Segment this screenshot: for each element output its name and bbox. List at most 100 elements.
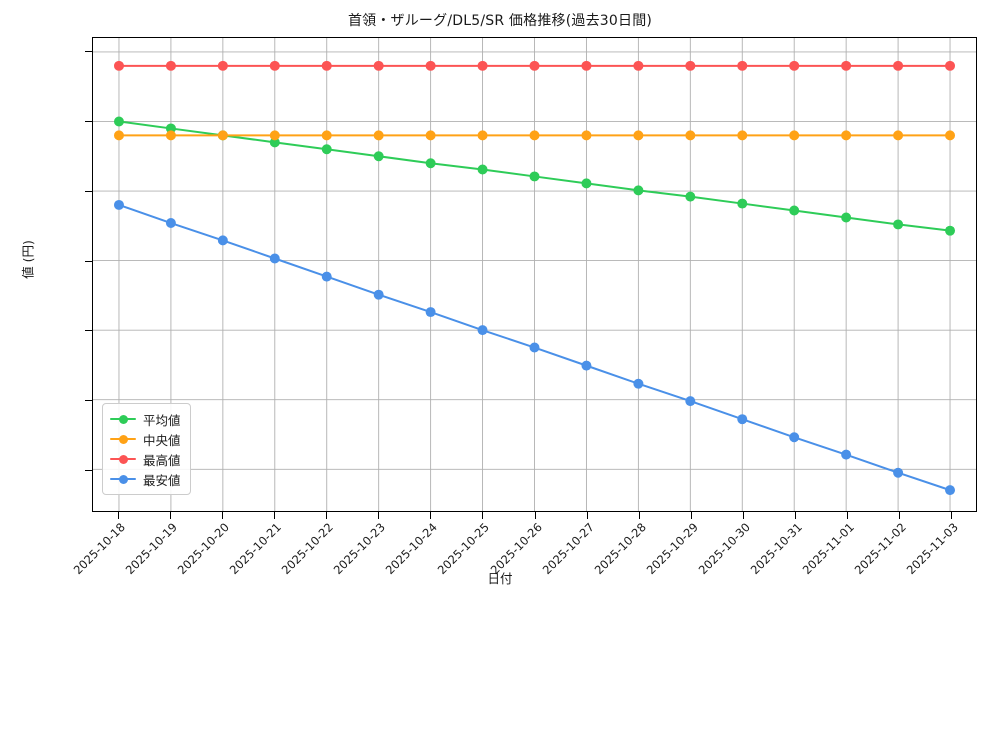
data-point-marker[interactable] — [165, 123, 176, 134]
y-axis-tick-mark — [85, 190, 92, 192]
data-point-marker[interactable] — [737, 130, 748, 141]
legend-swatch-icon — [110, 452, 136, 466]
data-point-marker[interactable] — [217, 235, 228, 246]
data-point-marker[interactable] — [425, 307, 436, 318]
data-point-marker[interactable] — [737, 60, 748, 71]
data-point-marker[interactable] — [789, 130, 800, 141]
data-point-marker[interactable] — [321, 60, 332, 71]
legend-item[interactable]: 中央値 — [110, 429, 181, 449]
data-point-marker[interactable] — [269, 137, 280, 148]
legend-item-label: 平均値 — [143, 412, 181, 428]
series-layer — [113, 60, 956, 496]
data-point-marker[interactable] — [893, 467, 904, 478]
legend-item[interactable]: 最安値 — [110, 469, 181, 489]
data-point-marker[interactable] — [737, 198, 748, 209]
data-point-marker[interactable] — [893, 60, 904, 71]
data-point-marker[interactable] — [789, 432, 800, 443]
data-point-marker[interactable] — [113, 60, 124, 71]
data-point-marker[interactable] — [425, 158, 436, 169]
data-point-marker[interactable] — [477, 60, 488, 71]
y-axis-tick-mark — [85, 400, 92, 402]
data-point-marker[interactable] — [633, 130, 644, 141]
data-point-marker[interactable] — [529, 130, 540, 141]
data-point-marker[interactable] — [893, 219, 904, 230]
data-point-marker[interactable] — [945, 60, 956, 71]
data-point-marker[interactable] — [321, 144, 332, 155]
data-point-marker[interactable] — [581, 360, 592, 371]
data-point-marker[interactable] — [685, 191, 696, 202]
legend-swatch-icon — [110, 412, 136, 426]
legend-item[interactable]: 最高値 — [110, 449, 181, 469]
x-axis-tick-mark — [638, 512, 640, 519]
x-axis-label: 日付 — [487, 571, 513, 586]
data-point-marker[interactable] — [841, 60, 852, 71]
data-point-marker[interactable] — [893, 130, 904, 141]
data-point-marker[interactable] — [685, 130, 696, 141]
data-point-marker[interactable] — [269, 60, 280, 71]
legend-swatch-icon — [110, 472, 136, 486]
data-point-marker[interactable] — [841, 212, 852, 223]
data-point-marker[interactable] — [685, 60, 696, 71]
data-point-marker[interactable] — [217, 60, 228, 71]
data-point-marker[interactable] — [581, 60, 592, 71]
x-axis-tick-mark — [690, 512, 692, 519]
data-point-marker[interactable] — [789, 205, 800, 216]
data-point-marker[interactable] — [581, 178, 592, 189]
legend-marker-icon — [119, 414, 128, 424]
data-point-marker[interactable] — [529, 342, 540, 353]
data-point-marker[interactable] — [373, 289, 384, 300]
legend-marker-icon — [119, 434, 128, 444]
data-point-marker[interactable] — [789, 60, 800, 71]
legend-item-label: 最安値 — [143, 472, 181, 488]
data-point-marker[interactable] — [477, 130, 488, 141]
data-point-marker[interactable] — [633, 185, 644, 196]
data-point-marker[interactable] — [321, 271, 332, 282]
data-point-marker[interactable] — [477, 325, 488, 336]
chart-title: 首領・ザルーグ/DL5/SR 価格推移(過去30日間) — [347, 13, 653, 29]
data-point-marker[interactable] — [373, 60, 384, 71]
data-point-marker[interactable] — [581, 130, 592, 141]
data-point-marker[interactable] — [529, 171, 540, 182]
data-point-marker[interactable] — [321, 130, 332, 141]
data-point-marker[interactable] — [477, 164, 488, 175]
data-point-marker[interactable] — [737, 414, 748, 425]
data-point-marker[interactable] — [165, 130, 176, 141]
x-axis-tick-mark — [846, 512, 848, 519]
data-point-marker[interactable] — [165, 60, 176, 71]
data-point-marker[interactable] — [165, 218, 176, 229]
x-axis-tick-mark — [378, 512, 380, 519]
data-point-marker[interactable] — [217, 130, 228, 141]
x-axis-tick-mark — [170, 512, 172, 519]
data-point-marker[interactable] — [945, 485, 956, 496]
data-point-marker[interactable] — [373, 151, 384, 162]
data-point-marker[interactable] — [841, 449, 852, 460]
x-axis-tick-labels: 2025-10-18 2025-10-19 2025-10-20 2025-10-21… — [0, 512, 1000, 600]
data-point-marker[interactable] — [685, 396, 696, 407]
data-point-marker[interactable] — [113, 116, 124, 127]
x-axis-tick-mark — [586, 512, 588, 519]
data-point-marker[interactable] — [633, 60, 644, 71]
legend-item[interactable]: 平均値 — [110, 409, 181, 429]
data-point-marker[interactable] — [113, 130, 124, 141]
data-point-marker[interactable] — [113, 199, 124, 210]
legend-swatch-icon — [110, 432, 136, 446]
legend-item-label: 最高値 — [143, 452, 181, 468]
y-axis-tick-mark — [85, 120, 92, 122]
data-point-marker[interactable] — [633, 378, 644, 389]
x-axis-tick-mark — [794, 512, 796, 519]
data-point-marker[interactable] — [841, 130, 852, 141]
data-point-marker[interactable] — [425, 130, 436, 141]
x-axis-tick-mark — [534, 512, 536, 519]
y-axis-tick-mark — [85, 330, 92, 332]
data-point-marker[interactable] — [945, 130, 956, 141]
chart-legend[interactable]: 平均値 中央値最高値最安値 — [102, 403, 191, 495]
data-point-marker[interactable] — [425, 60, 436, 71]
plot-area — [92, 37, 977, 512]
data-point-marker[interactable] — [269, 130, 280, 141]
data-point-marker[interactable] — [945, 225, 956, 236]
y-axis-tick-mark — [85, 470, 92, 472]
data-point-marker[interactable] — [269, 253, 280, 264]
data-point-marker[interactable] — [373, 130, 384, 141]
x-axis-tick-mark — [950, 512, 952, 519]
data-point-marker[interactable] — [529, 60, 540, 71]
